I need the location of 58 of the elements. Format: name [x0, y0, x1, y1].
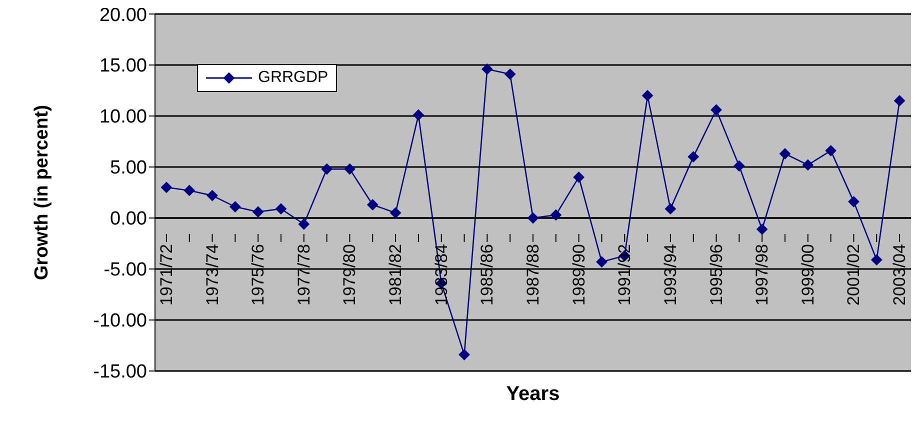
point — [298, 218, 310, 230]
y-tick-label: -10.00 — [93, 310, 147, 332]
point — [642, 90, 654, 102]
x-tick-label: 1997/98 — [752, 244, 772, 306]
point — [596, 256, 608, 268]
point — [252, 206, 264, 218]
x-tick-label: 1995/96 — [706, 244, 726, 306]
x-tick-label: 1977/78 — [294, 244, 314, 306]
point — [412, 109, 424, 120]
point — [780, 148, 790, 160]
y-tick-label: -15.00 — [93, 362, 147, 383]
x-tick-label: 1999/00 — [798, 244, 818, 306]
point — [871, 254, 882, 266]
x-axis-title: Years — [506, 383, 560, 405]
x-tick-label: 1985/86 — [478, 244, 497, 306]
point — [825, 145, 836, 156]
x-tick-label: 2001/02 — [844, 244, 864, 306]
x-tick-label: 1979/80 — [340, 244, 360, 306]
point — [184, 184, 195, 196]
x-tick-label: 1989/90 — [569, 244, 588, 306]
point — [206, 190, 218, 202]
point — [848, 196, 860, 208]
x-tick-label: 1975/76 — [248, 244, 268, 306]
point — [734, 160, 745, 172]
point — [710, 104, 722, 116]
legend-label: GRRGDP — [258, 69, 328, 87]
y-tick-label: 10.00 — [99, 106, 147, 128]
point — [367, 199, 378, 210]
x-tick-label: 1983/84 — [432, 244, 451, 306]
y-tick-label: -5.00 — [104, 260, 147, 281]
point — [802, 159, 814, 170]
x-tick-label: 1981/82 — [386, 244, 406, 306]
point — [160, 182, 172, 193]
x-tick-label: 1991/92 — [615, 244, 634, 306]
y-tick-label: 0.00 — [110, 208, 147, 230]
point — [550, 209, 562, 220]
point — [321, 164, 332, 175]
point — [894, 95, 906, 106]
y-tick-label: 15.00 — [99, 56, 147, 77]
point — [276, 203, 286, 214]
x-tick-label: 1973/74 — [202, 244, 222, 306]
x-tick-label: 1987/88 — [524, 244, 542, 306]
y-tick-label: 5.00 — [110, 158, 147, 179]
y-axis-title: Growth (in percent) — [32, 104, 53, 280]
point — [458, 349, 470, 360]
x-tick-label: 2003/04 — [890, 244, 910, 306]
x-tick-label: 1971/72 — [156, 244, 176, 306]
point — [230, 201, 241, 212]
point — [688, 151, 699, 162]
point — [756, 224, 768, 235]
x-tick-label: 1993/94 — [660, 244, 680, 306]
point — [482, 64, 493, 75]
point — [528, 212, 538, 224]
point — [664, 203, 676, 214]
point — [344, 164, 356, 175]
point — [573, 172, 584, 183]
point — [504, 68, 516, 80]
point — [390, 207, 402, 218]
